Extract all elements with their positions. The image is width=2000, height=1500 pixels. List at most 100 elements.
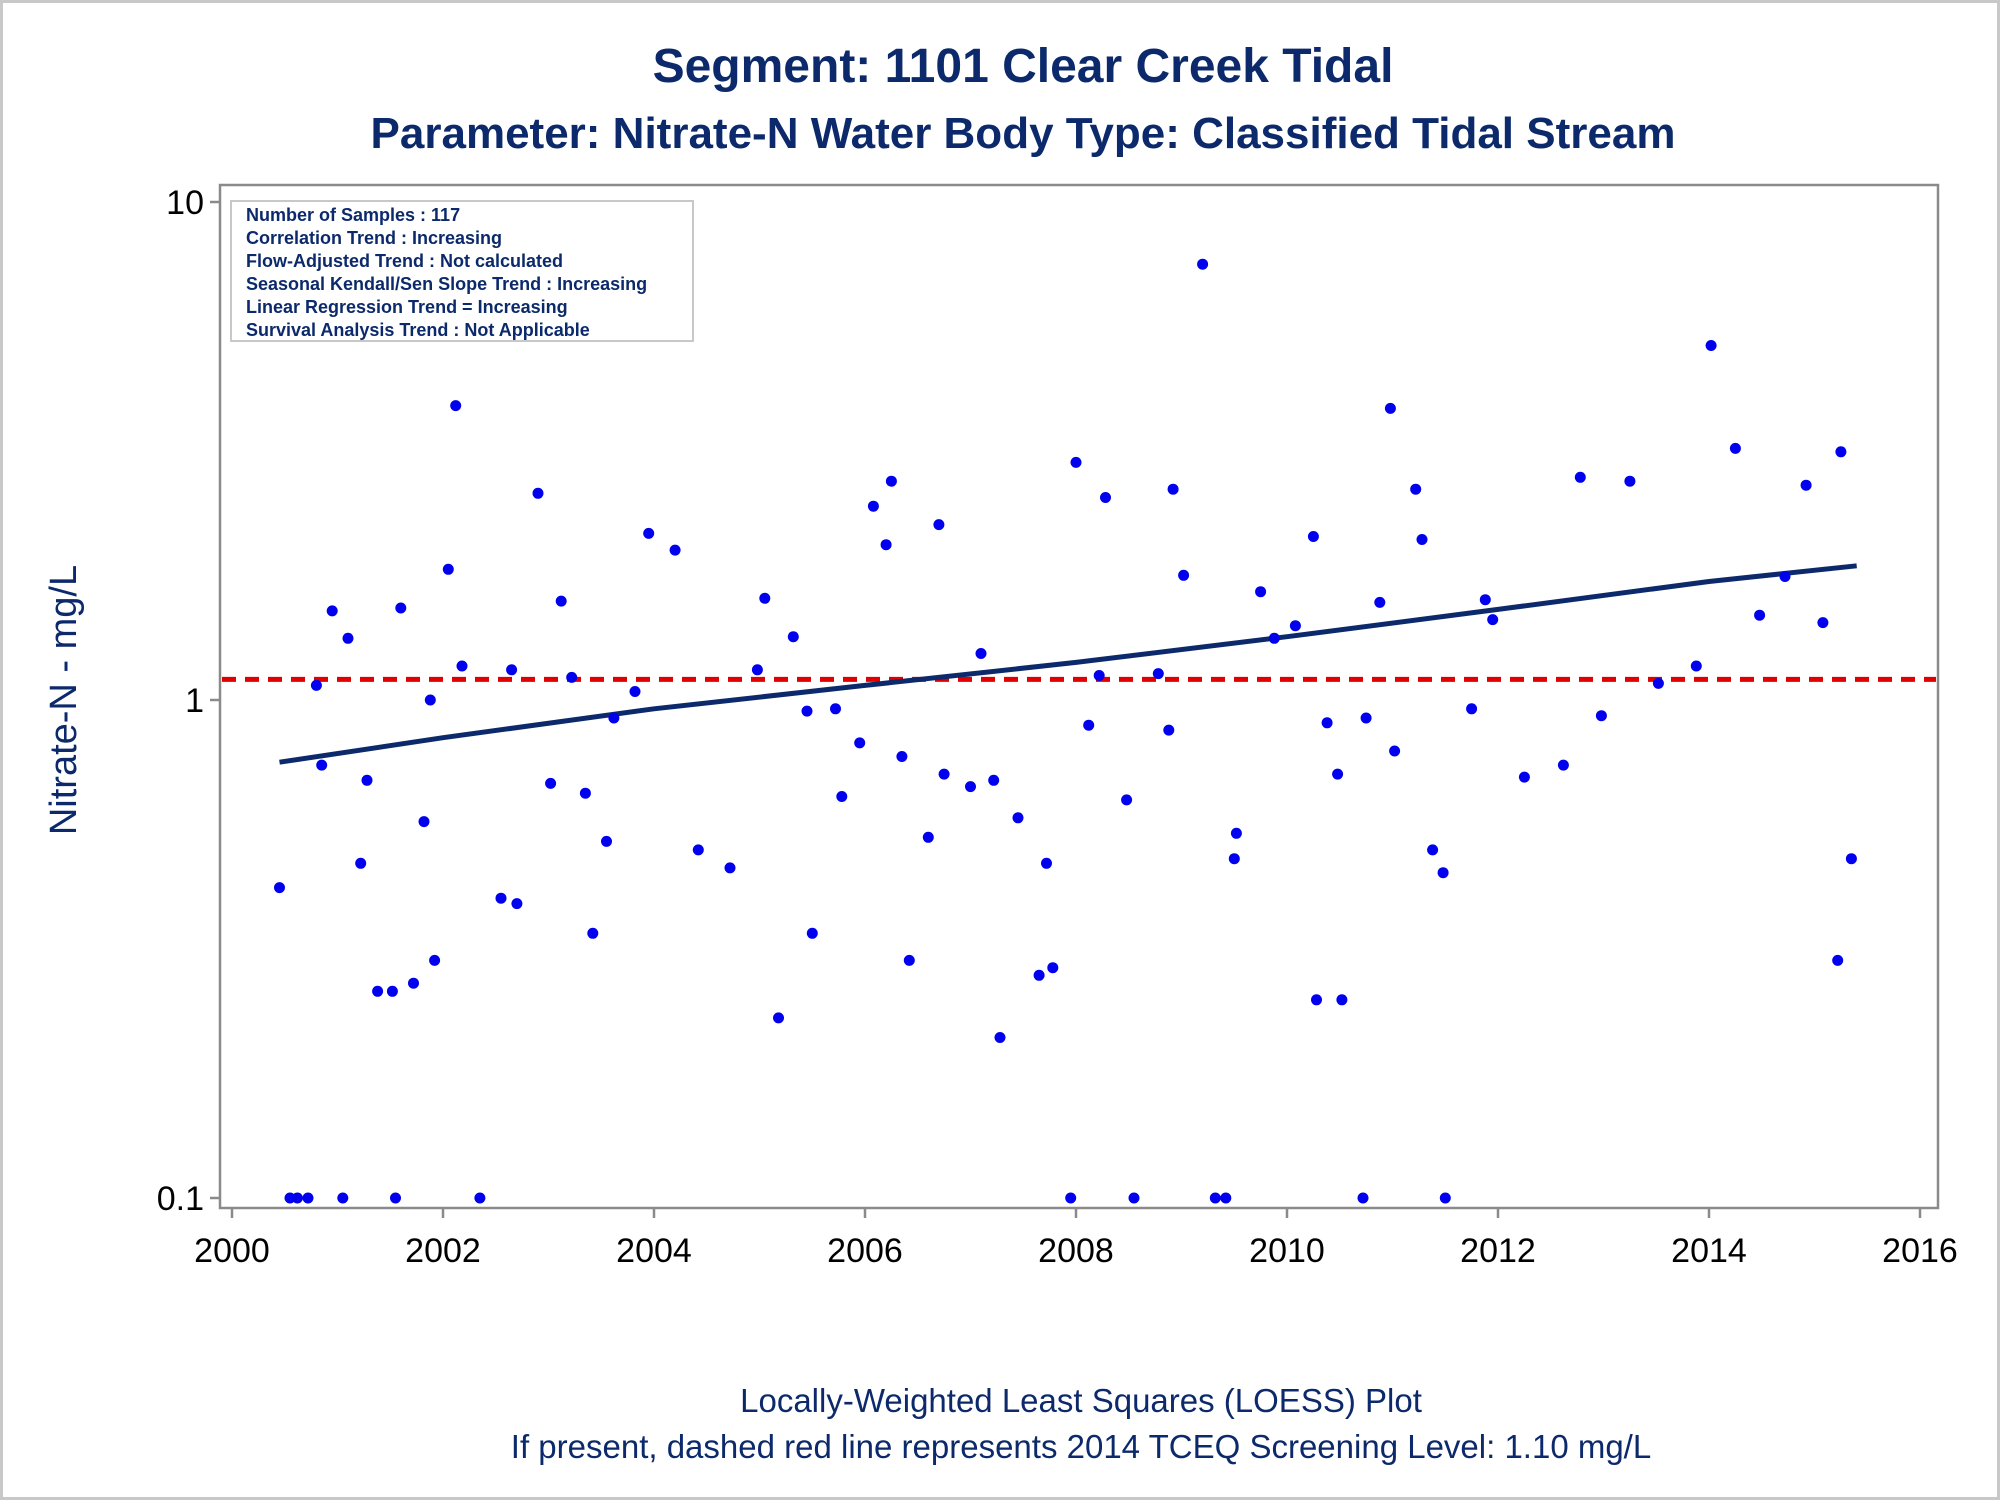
sample-point (1083, 719, 1095, 731)
sample-point (1439, 1192, 1451, 1204)
sample-point (1228, 853, 1240, 865)
sample-point (1384, 402, 1396, 414)
plot-content (222, 258, 1936, 1204)
sample-point (342, 632, 354, 644)
sample-point (1047, 962, 1059, 974)
sample-point (506, 664, 518, 676)
x-tick-label: 2004 (616, 1232, 692, 1270)
sample-point (302, 1192, 314, 1204)
sample-point (579, 787, 591, 799)
sample-point (724, 862, 736, 874)
sample-point (1268, 632, 1280, 644)
sample-point (1427, 844, 1439, 856)
sample-point (608, 712, 620, 724)
sample-point (1289, 620, 1301, 632)
sample-point (555, 595, 567, 607)
x-tick-label: 2010 (1249, 1232, 1325, 1270)
sample-point (922, 831, 934, 843)
stats-line-samples: Number of Samples : 117 (246, 205, 460, 225)
x-tick-label: 2014 (1671, 1232, 1747, 1270)
sample-point (1652, 677, 1664, 689)
sample-point (1690, 660, 1702, 672)
sample-point (692, 844, 704, 856)
sample-point (456, 660, 468, 672)
sample-point (442, 563, 454, 575)
sample-point (326, 605, 338, 617)
sample-point (390, 1192, 401, 1204)
sample-point (787, 631, 799, 643)
stats-line-seasonal-kendall: Seasonal Kendall/Sen Slope Trend : Incre… (246, 274, 647, 294)
sample-point (1374, 596, 1386, 608)
sample-point (355, 857, 367, 869)
stats-box (230, 200, 694, 342)
sample-point (1033, 969, 1045, 981)
sample-point (372, 985, 384, 997)
sample-point (643, 527, 655, 539)
sample-point (274, 882, 285, 894)
sample-point (903, 954, 915, 966)
x-tick-label: 2016 (1882, 1232, 1958, 1270)
sample-point (601, 835, 612, 847)
sample-point (885, 475, 897, 487)
x-tick-label: 2012 (1460, 1232, 1536, 1270)
y-tick-label: 0.1 (157, 1180, 204, 1218)
sample-point (1065, 1192, 1077, 1204)
sample-point (751, 664, 763, 676)
y-axis: 0.1 1 10 (157, 184, 220, 1218)
sample-point (450, 400, 462, 412)
sample-point (806, 927, 818, 939)
sample-point (1332, 768, 1344, 780)
sample-point (1817, 617, 1829, 629)
x-tick-label: 2006 (827, 1232, 903, 1270)
sample-point (1255, 586, 1267, 598)
sample-point (566, 671, 578, 683)
x-tick-label: 2002 (405, 1232, 481, 1270)
sample-point (1307, 531, 1319, 542)
chart-subtitle: Parameter: Nitrate-N Water Body Type: Cl… (371, 109, 1676, 158)
stats-line-flow-adjusted: Flow-Adjusted Trend : Not calculated (246, 251, 563, 271)
sample-point (1012, 812, 1024, 824)
sample-point (994, 1032, 1006, 1043)
sample-point (511, 898, 523, 910)
stats-line-correlation: Correlation Trend : Increasing (246, 228, 502, 248)
sample-point (988, 774, 1000, 786)
sample-point (587, 927, 599, 939)
sample-point (836, 791, 848, 802)
sample-point (1416, 534, 1428, 545)
x-axis: 2000 2002 2004 2006 2008 2010 2012 2014 2016 (194, 1208, 1958, 1270)
sample-point (1100, 492, 1111, 503)
footnote-loess: Locally-Weighted Least Squares (LOESS) P… (740, 1382, 1422, 1419)
sample-point (867, 500, 879, 512)
y-tick-label: 1 (185, 682, 204, 720)
sample-point (395, 602, 407, 614)
sample-point (1835, 446, 1847, 458)
sample-point (1729, 442, 1741, 454)
sample-point (854, 737, 866, 749)
stats-line-linear-regression: Linear Regression Trend = Increasing (246, 297, 568, 317)
sample-point (773, 1012, 784, 1024)
sample-point (933, 519, 945, 531)
sample-point (1311, 994, 1322, 1006)
footnote-screening-level: If present, dashed red line represents 2… (511, 1428, 1651, 1465)
sample-point (1574, 471, 1586, 483)
sample-point (1178, 569, 1190, 581)
sample-point (1779, 571, 1791, 582)
sample-point (1479, 594, 1491, 606)
sample-point (532, 487, 544, 499)
sample-point (316, 759, 328, 771)
sample-point (1093, 670, 1105, 681)
sample-point (965, 781, 976, 793)
y-tick-label: 10 (166, 184, 204, 222)
sample-point (1121, 794, 1133, 806)
sample-point (408, 977, 419, 989)
sample-point (1487, 614, 1499, 626)
sample-point (1230, 827, 1242, 839)
sample-point (759, 592, 771, 604)
sample-point (1595, 710, 1607, 722)
sample-point (1167, 483, 1179, 495)
sample-point (1754, 609, 1766, 621)
sample-point (1832, 954, 1844, 966)
sample-point (896, 751, 908, 762)
sample-point (1336, 994, 1348, 1006)
